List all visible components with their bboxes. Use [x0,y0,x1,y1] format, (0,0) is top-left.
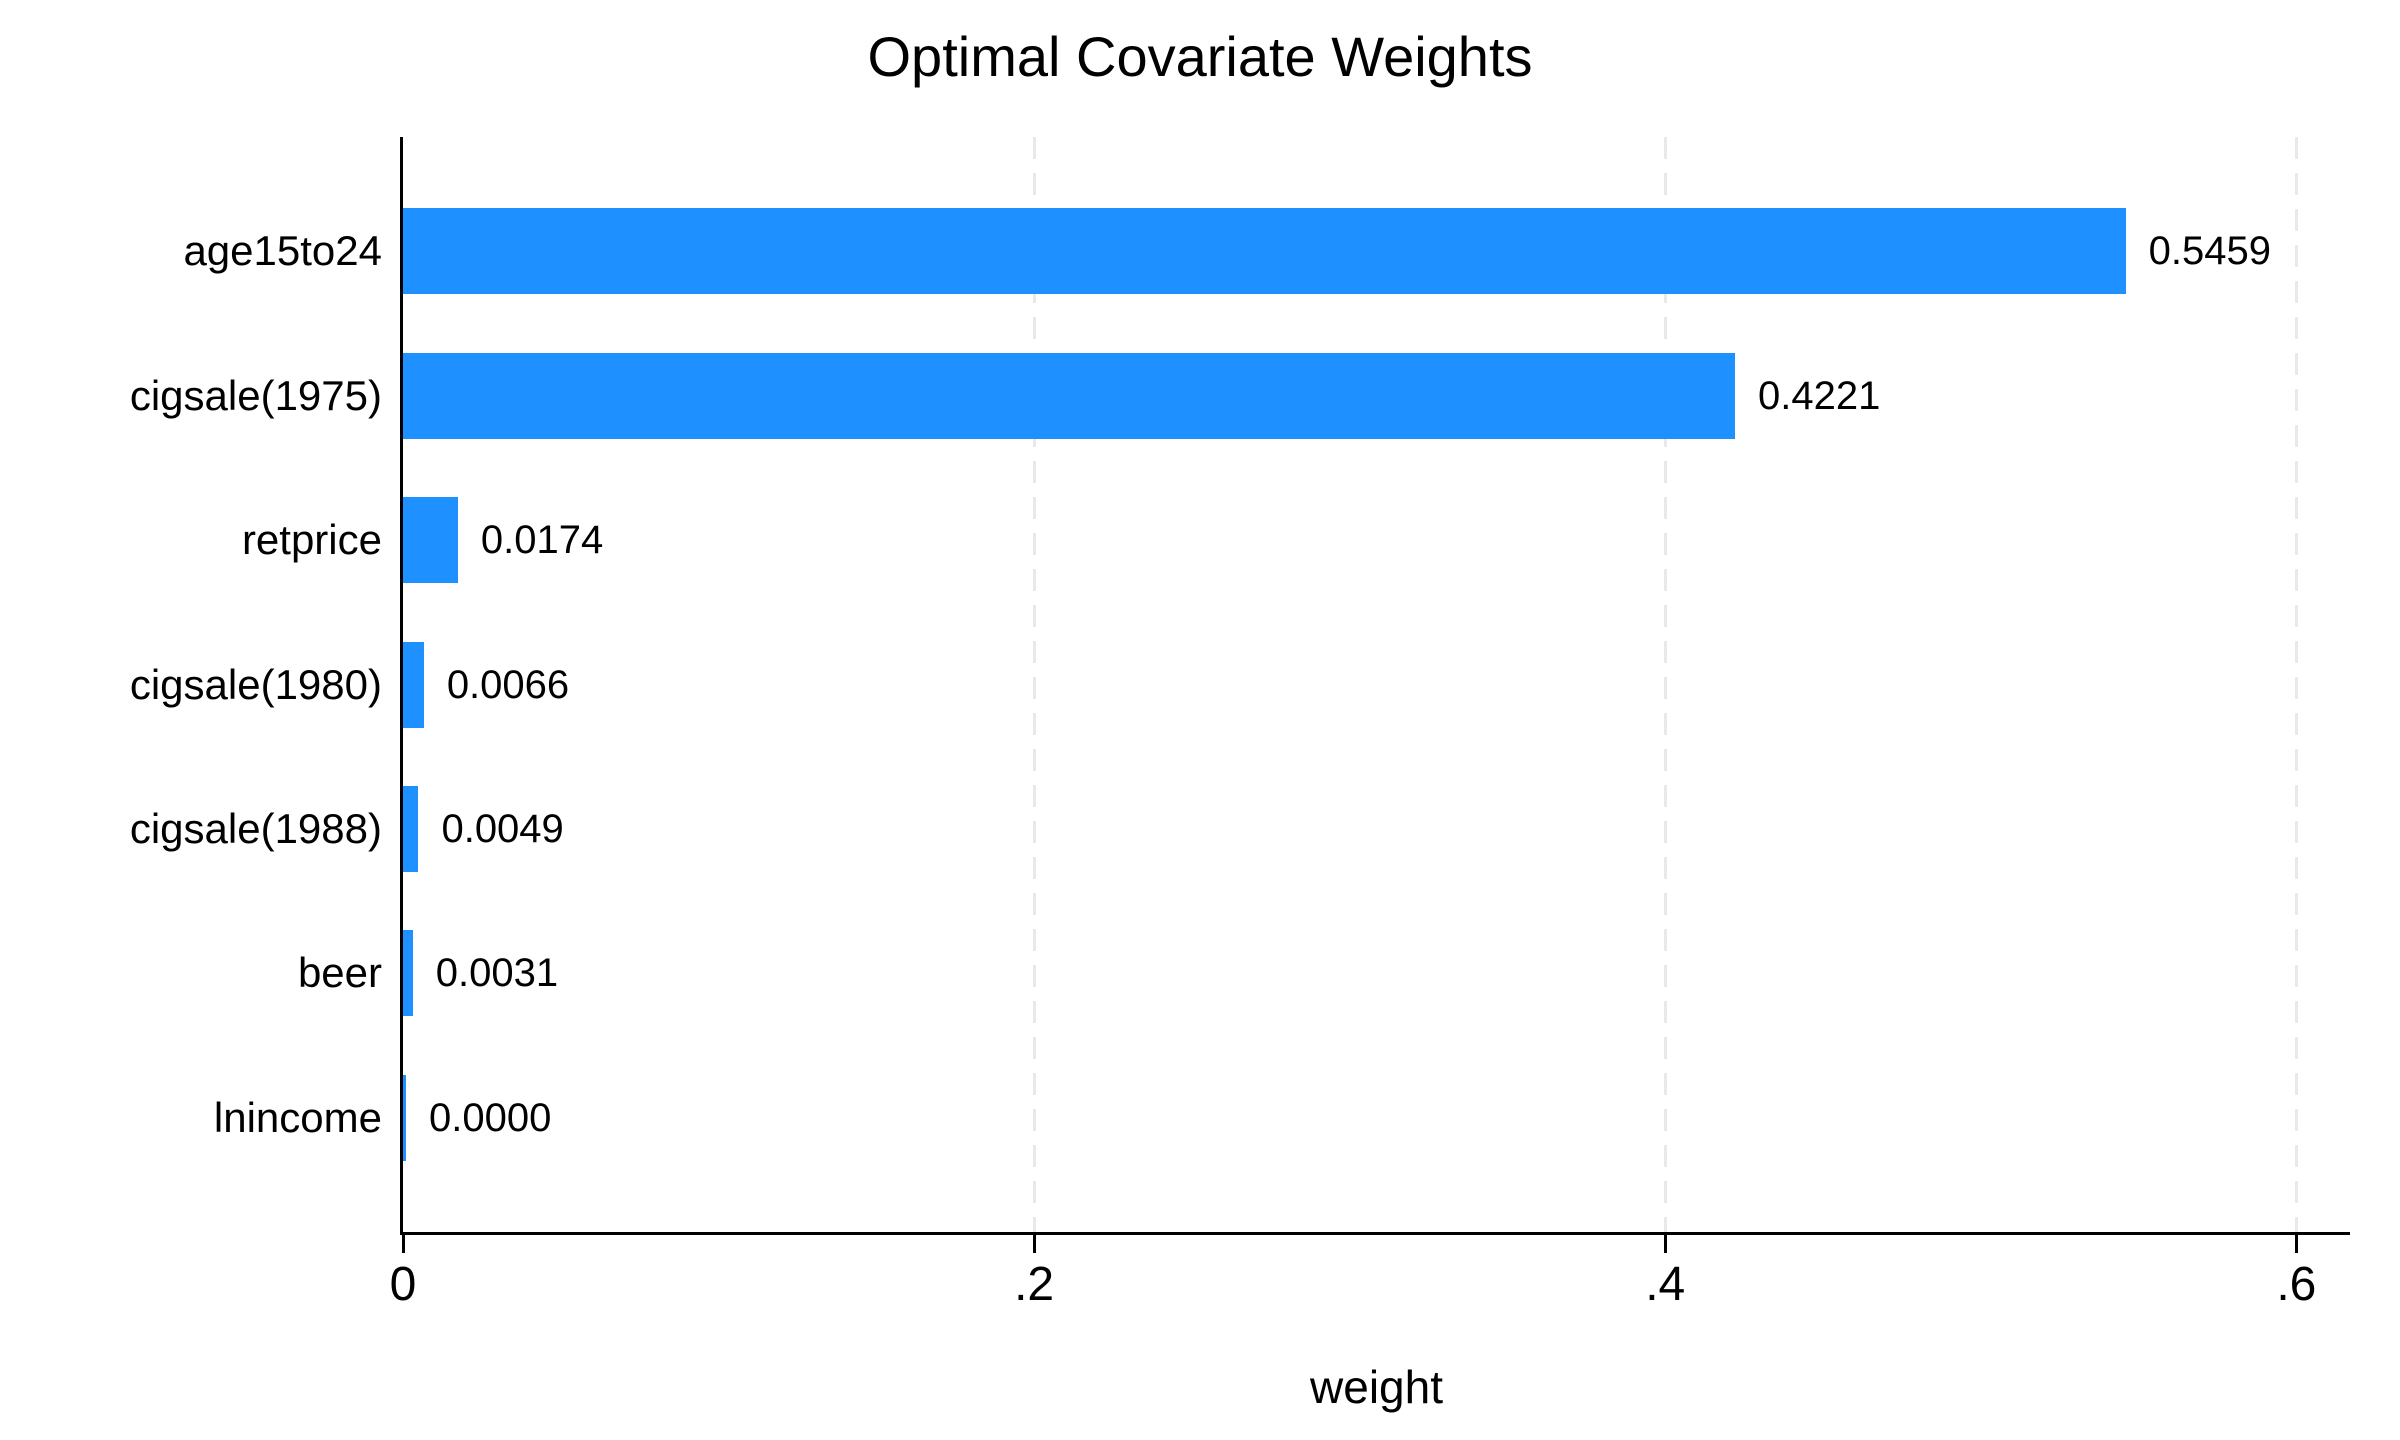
bar-cigsale(1988) [403,785,419,872]
bar-age15to24 [403,208,2126,295]
value-label: 0.0049 [441,806,564,851]
category-label: lnincome [213,1093,382,1141]
category-label: cigsale(1980) [129,660,382,708]
category-label: age15to24 [183,227,382,275]
gridline [1032,137,1036,1232]
x-axis-label: weight [1310,1361,1443,1413]
bar-cigsale(1980) [403,641,424,728]
value-label: 0.0031 [435,951,559,996]
x-tick-label: .2 [1014,1258,1055,1311]
gridline [2294,137,2298,1232]
x-tick-label: .4 [1645,1258,1686,1311]
x-tick-label: .6 [2276,1258,2317,1311]
category-label: cigsale(1975) [129,371,382,419]
plot-area [400,137,2350,1235]
category-label: cigsale(1988) [129,804,382,852]
value-label: 0.0066 [446,662,570,707]
bar-retprice [403,497,458,584]
chart-title: Optimal Covariate Weights [867,25,1533,88]
bar-beer [403,930,413,1017]
x-tick-mark [401,1235,405,1253]
gridline [1663,137,1667,1232]
value-label: 0.5459 [2148,229,2271,274]
bar-cigsale(1975) [403,352,1735,439]
value-label: 0.0174 [480,518,604,563]
value-label: 0.4221 [1757,373,1881,418]
x-tick-mark [2294,1235,2298,1253]
x-tick-mark [1032,1235,1036,1253]
x-tick-mark [1663,1235,1667,1253]
x-tick-label: 0 [389,1258,417,1311]
bar-lnincome [403,1074,406,1161]
value-label: 0.0000 [429,1095,552,1140]
category-label: retprice [241,516,382,564]
category-label: beer [297,949,382,997]
